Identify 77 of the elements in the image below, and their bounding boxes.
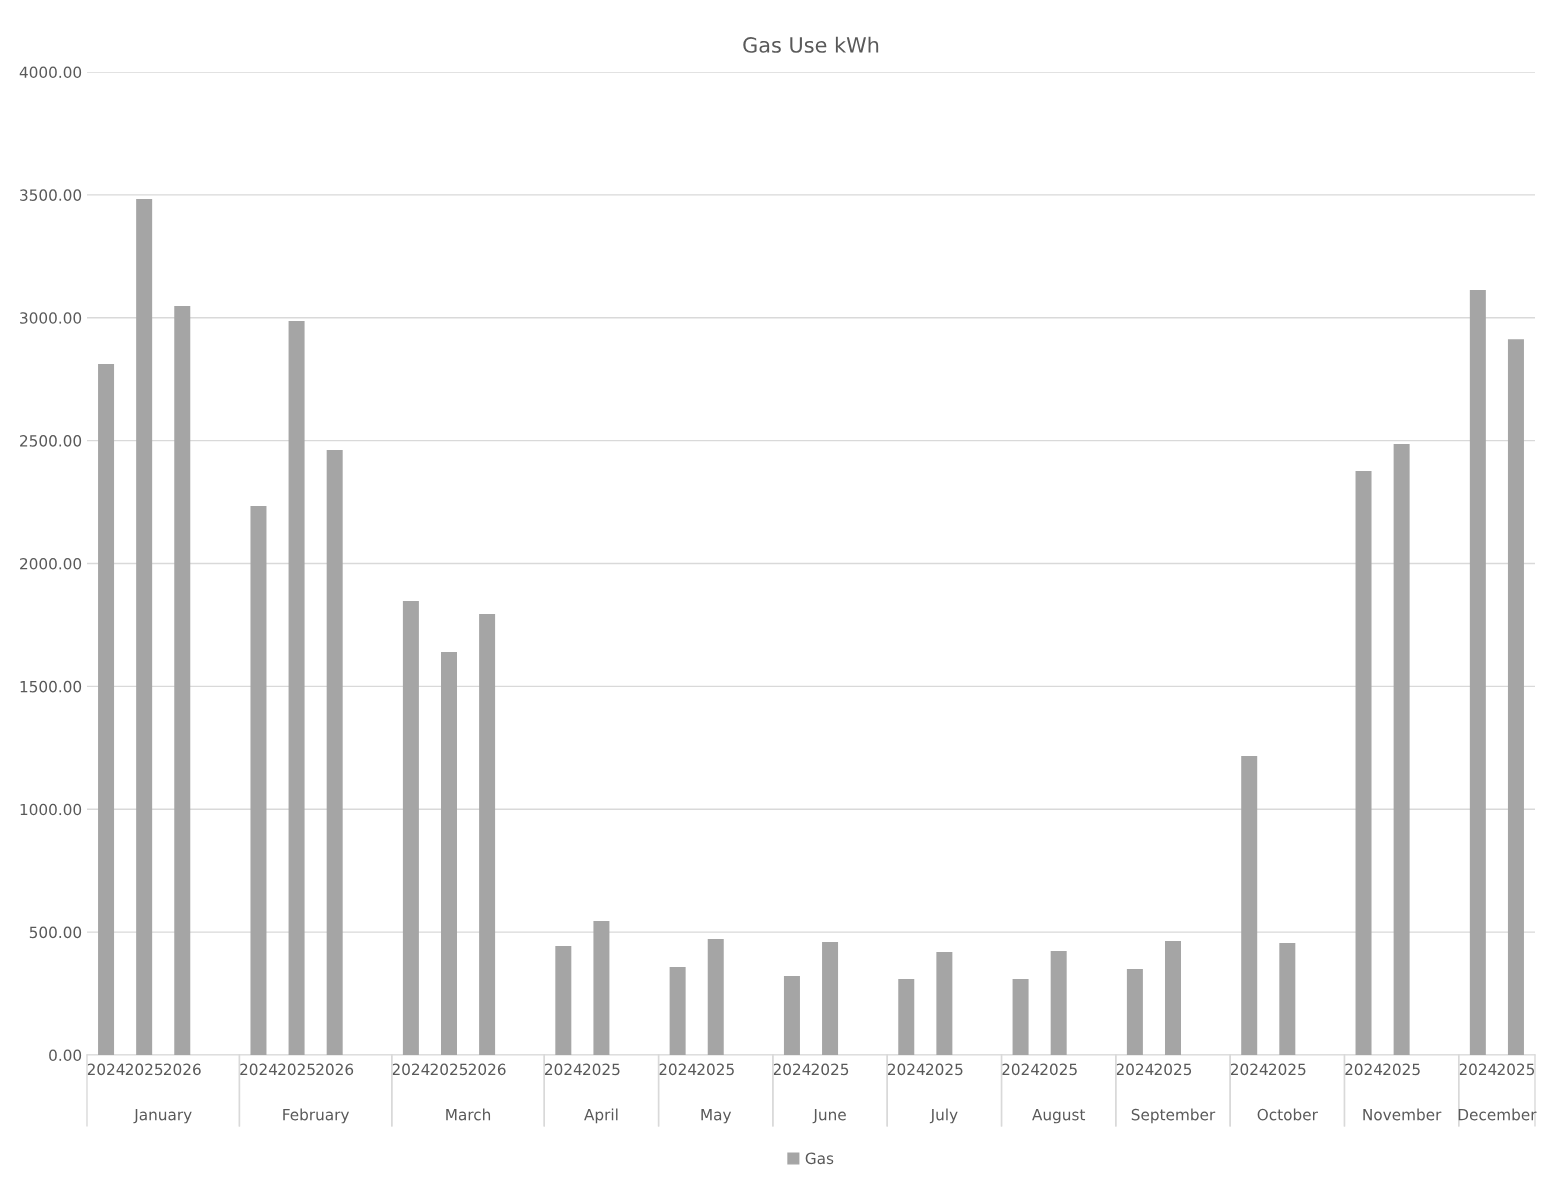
chart-title: Gas Use kWh [743,36,879,53]
x-tick-label: 2025 [1497,1063,1535,1076]
y-tick-label: 1500.00 [20,680,82,693]
bar [1279,942,1296,1055]
bar [250,505,267,1055]
x-tick-label: 2024 [773,1063,811,1076]
x-tick-label: 2025 [583,1063,620,1076]
text: January [133,1109,192,1124]
bar [593,921,610,1055]
y-tick-label: 2000.00 [20,557,82,570]
bar [441,651,457,1055]
text: August [1032,1109,1086,1124]
text: December [1458,1108,1537,1121]
x-tick-label: 2025 [926,1063,963,1076]
x-tick-label: 2025 [1040,1063,1077,1076]
bar [1469,289,1486,1055]
x-tick-label: 2026 [316,1063,354,1076]
bar [174,305,191,1055]
x-tick-label: 2024 [887,1063,925,1076]
bar [707,939,724,1055]
text: May [701,1109,732,1124]
x-tick-label: 2025 [1383,1063,1420,1076]
bar [402,601,419,1055]
x-tick-label: 2025 [1268,1063,1306,1076]
x-tick-label: 2024 [1002,1063,1040,1076]
x-tick-label: 2024 [1116,1063,1154,1076]
bar [288,320,305,1055]
text: June [812,1109,846,1124]
text: November [1363,1108,1442,1121]
bar [669,967,686,1055]
x-tick-label: 2024 [87,1063,125,1076]
y-tick-label: 3000.00 [20,312,82,324]
y-tick-label: 2500.00 [20,435,82,447]
bar [555,945,572,1055]
x-tick-label: 2025 [1154,1063,1192,1076]
x-tick-label: 2024 [392,1063,430,1076]
y-tick-label: 500.00 [29,926,82,939]
x-tick-label: 2024 [544,1063,582,1076]
text: September [1131,1108,1216,1124]
x-tick-label: 2025 [811,1063,849,1076]
y-tick-label: 0.00 [49,1049,82,1062]
x-tick-label: 2024 [1345,1063,1383,1076]
x-tick-label: 2025 [125,1063,163,1076]
bar [1050,951,1067,1055]
y-tick-label: 3500.00 [20,189,82,201]
legend-label: Gas [805,1152,834,1165]
bar [1507,339,1524,1055]
bar [822,941,839,1055]
bar [136,199,153,1055]
x-tick-label: 2024 [659,1063,697,1076]
bar [1165,940,1181,1055]
x-tick-label: 2024 [240,1063,278,1076]
text: February [283,1108,350,1124]
bar [326,449,343,1055]
bar [1241,755,1258,1055]
bar [1393,444,1410,1055]
x-tick-label: 2024 [1230,1063,1268,1076]
x-tick-label: 2025 [697,1063,734,1076]
bar [98,363,115,1055]
bar [1126,968,1143,1055]
x-tick-label: 2026 [163,1063,201,1076]
text: July [929,1108,958,1124]
text: October [1257,1108,1318,1121]
bar [479,614,496,1055]
bar [1355,471,1372,1055]
x-tick-label: 2024 [1459,1063,1497,1076]
text: March [446,1108,491,1121]
bar [898,979,915,1055]
bar [783,976,800,1055]
bar [936,952,953,1055]
y-tick-label: 1000.00 [20,803,82,816]
text: April [584,1108,618,1124]
y-tick-label: 4000.00 [19,66,82,79]
x-tick-label: 2025 [430,1063,468,1076]
x-tick-label: 2025 [278,1063,315,1076]
bar [1012,979,1029,1055]
x-tick-label: 2026 [468,1063,506,1076]
